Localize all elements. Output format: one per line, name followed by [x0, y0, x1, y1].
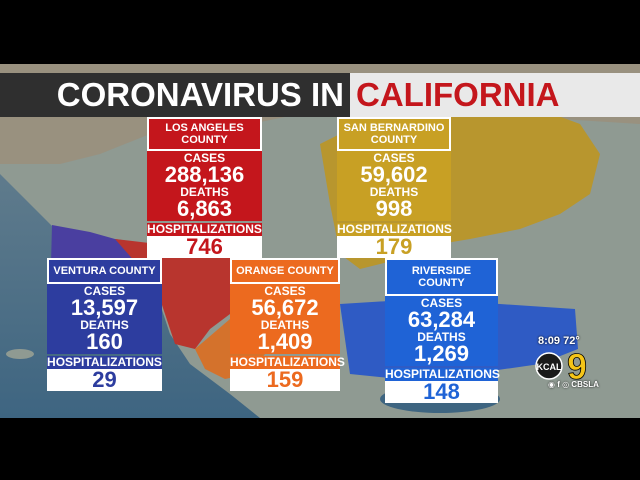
- stats-block: CASES 63,284 DEATHS 1,269: [385, 296, 498, 366]
- county-name: VENTURA COUNTY: [47, 258, 162, 284]
- county-name: LOS ANGELES COUNTY: [147, 117, 262, 151]
- county-name: ORANGE COUNTY: [230, 258, 340, 284]
- hospitalizations-block: HOSPITALIZATIONS 179: [337, 222, 452, 259]
- logo-call-text: KCAL: [537, 362, 562, 372]
- stats-block: CASES 13,597 DEATHS 160: [47, 284, 162, 354]
- county-name: SAN BERNARDINO COUNTY: [337, 117, 451, 151]
- deaths-label: DEATHS: [260, 318, 310, 332]
- hospitalizations-value: 29: [92, 367, 117, 392]
- card-los-angeles: LOS ANGELES COUNTY CASES 288,136 DEATHS …: [147, 117, 262, 258]
- hospitalizations-value: 159: [266, 367, 304, 392]
- temp-text: 72°: [563, 335, 580, 347]
- stats-block: CASES 288,136 DEATHS 6,863: [147, 151, 262, 221]
- deaths-label: DEATHS: [180, 185, 229, 199]
- hospitalizations-value: 148: [423, 379, 460, 404]
- hospitalizations-block: HOSPITALIZATIONS 148: [385, 367, 500, 404]
- hospitalizations-label: HOSPITALIZATIONS: [337, 222, 452, 236]
- stats-block: CASES 59,602 DEATHS 998: [337, 151, 451, 221]
- cases-label: CASES: [420, 296, 463, 310]
- social-text: CBSLA: [571, 380, 599, 389]
- cases-value: 288,136: [164, 162, 245, 187]
- cases-label: CASES: [83, 284, 126, 298]
- deaths-label: DEATHS: [369, 185, 419, 199]
- time-text: 8:09: [538, 335, 561, 347]
- card-riverside: RIVERSIDE COUNTY CASES 63,284 DEATHS 1,2…: [385, 258, 500, 404]
- card-san-bernardino: SAN BERNARDINO COUNTY CASES 59,602 DEATH…: [337, 117, 452, 259]
- hospitalizations-block: HOSPITALIZATIONS 746: [147, 223, 262, 258]
- cases-value: 63,284: [407, 307, 476, 332]
- title-right-text: CALIFORNIA: [356, 76, 560, 113]
- title-left-panel: CORONAVIRUS IN: [0, 73, 350, 117]
- cases-label: CASES: [183, 151, 226, 165]
- cases-label: CASES: [373, 151, 415, 165]
- hospitalizations-value: 179: [375, 234, 413, 259]
- logo-channel-text: 9: [567, 348, 587, 384]
- stats-block: CASES 56,672 DEATHS 1,409: [230, 284, 340, 354]
- cases-value: 13,597: [70, 295, 139, 320]
- deaths-value: 998: [375, 196, 413, 221]
- social-handle: ◉ f ◎ CBSLA: [548, 380, 599, 389]
- deaths-label: DEATHS: [417, 330, 466, 344]
- card-ventura: VENTURA COUNTY CASES 13,597 DEATHS 160 H…: [47, 258, 162, 391]
- deaths-value: 1,269: [413, 341, 470, 366]
- time-temp: 8:09 72°: [538, 335, 580, 347]
- hospitalizations-label: HOSPITALIZATIONS: [147, 222, 262, 236]
- card-orange: ORANGE COUNTY CASES 56,672 DEATHS 1,409 …: [230, 258, 345, 392]
- title-left-text: CORONAVIRUS IN: [56, 76, 344, 113]
- hospitalizations-label: HOSPITALIZATIONS: [47, 355, 162, 369]
- hospitalizations-value: 746: [186, 234, 223, 259]
- cases-value: 59,602: [360, 162, 428, 187]
- deaths-value: 6,863: [176, 196, 233, 221]
- county-name: RIVERSIDE COUNTY: [385, 258, 498, 296]
- cases-value: 56,672: [251, 295, 319, 320]
- title-right-panel: CALIFORNIA: [350, 73, 640, 117]
- deaths-label: DEATHS: [80, 318, 129, 332]
- hospitalizations-label: HOSPITALIZATIONS: [385, 367, 500, 381]
- social-icons: ◉ f ◎: [548, 380, 572, 389]
- hospitalizations-block: HOSPITALIZATIONS 159: [230, 355, 345, 392]
- hospitalizations-label: HOSPITALIZATIONS: [230, 355, 345, 369]
- kcal9-logo-icon: KCAL 9: [535, 348, 587, 384]
- hospitalizations-block: HOSPITALIZATIONS 29: [47, 356, 162, 391]
- title-banner: CORONAVIRUS IN CALIFORNIA: [0, 73, 640, 117]
- deaths-value: 1,409: [257, 329, 313, 354]
- cases-label: CASES: [264, 284, 306, 298]
- deaths-value: 160: [86, 329, 123, 354]
